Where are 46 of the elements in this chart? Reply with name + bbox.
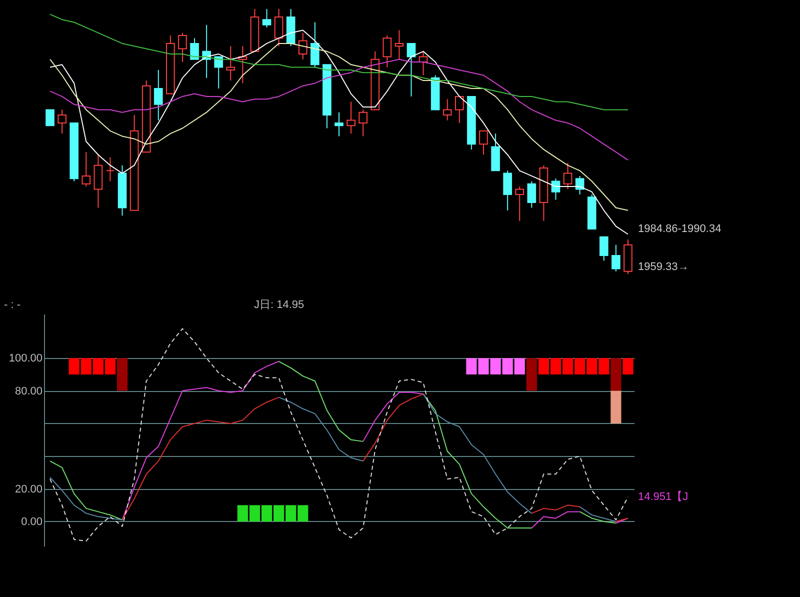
candlestick (527, 180, 536, 208)
candlestick (82, 152, 91, 188)
bar (610, 358, 622, 391)
candlestick (178, 32, 187, 62)
candlestick (334, 112, 344, 137)
candlestick (154, 69, 163, 121)
candlestick (563, 162, 572, 190)
candlestick (358, 109, 368, 137)
bar (622, 358, 634, 374)
candlestick (46, 109, 54, 126)
candlestick (214, 56, 224, 89)
candlestick (106, 156, 115, 182)
candlestick (442, 98, 452, 121)
candlestick (262, 8, 272, 28)
text: J日: 14.95 (254, 299, 304, 311)
bar (526, 358, 537, 391)
bar (610, 390, 622, 424)
candlestick (346, 101, 356, 134)
bar (116, 358, 128, 391)
candlestick (190, 38, 199, 60)
candlestick (394, 30, 404, 60)
candlestick (382, 35, 392, 68)
y-tick-label: 20.00 (14, 483, 42, 496)
line-series (50, 328, 628, 542)
candlestick (491, 133, 500, 172)
candlestick (515, 186, 524, 222)
candlestick (238, 46, 248, 84)
candlestick (274, 8, 284, 47)
candlestick (310, 22, 320, 68)
candlestick (599, 236, 608, 262)
y-tick-label: 0.00 (21, 516, 42, 528)
candlestick (226, 46, 236, 82)
candlestick (58, 109, 66, 134)
candlestick (612, 244, 620, 272)
candlestick (298, 32, 308, 60)
text: 14.951【J (638, 490, 688, 503)
candlestick (406, 42, 416, 97)
text: 1984.86-1990.34 (638, 223, 722, 235)
candlestick (454, 96, 464, 124)
candlestick (479, 130, 488, 156)
candlestick (94, 154, 103, 208)
candlestick (503, 170, 512, 211)
text: - : - (4, 299, 21, 311)
text: 1959.33→ (638, 261, 689, 273)
y-tick-label: 80.00 (14, 385, 42, 398)
y-tick-label: 100.00 (8, 352, 42, 365)
